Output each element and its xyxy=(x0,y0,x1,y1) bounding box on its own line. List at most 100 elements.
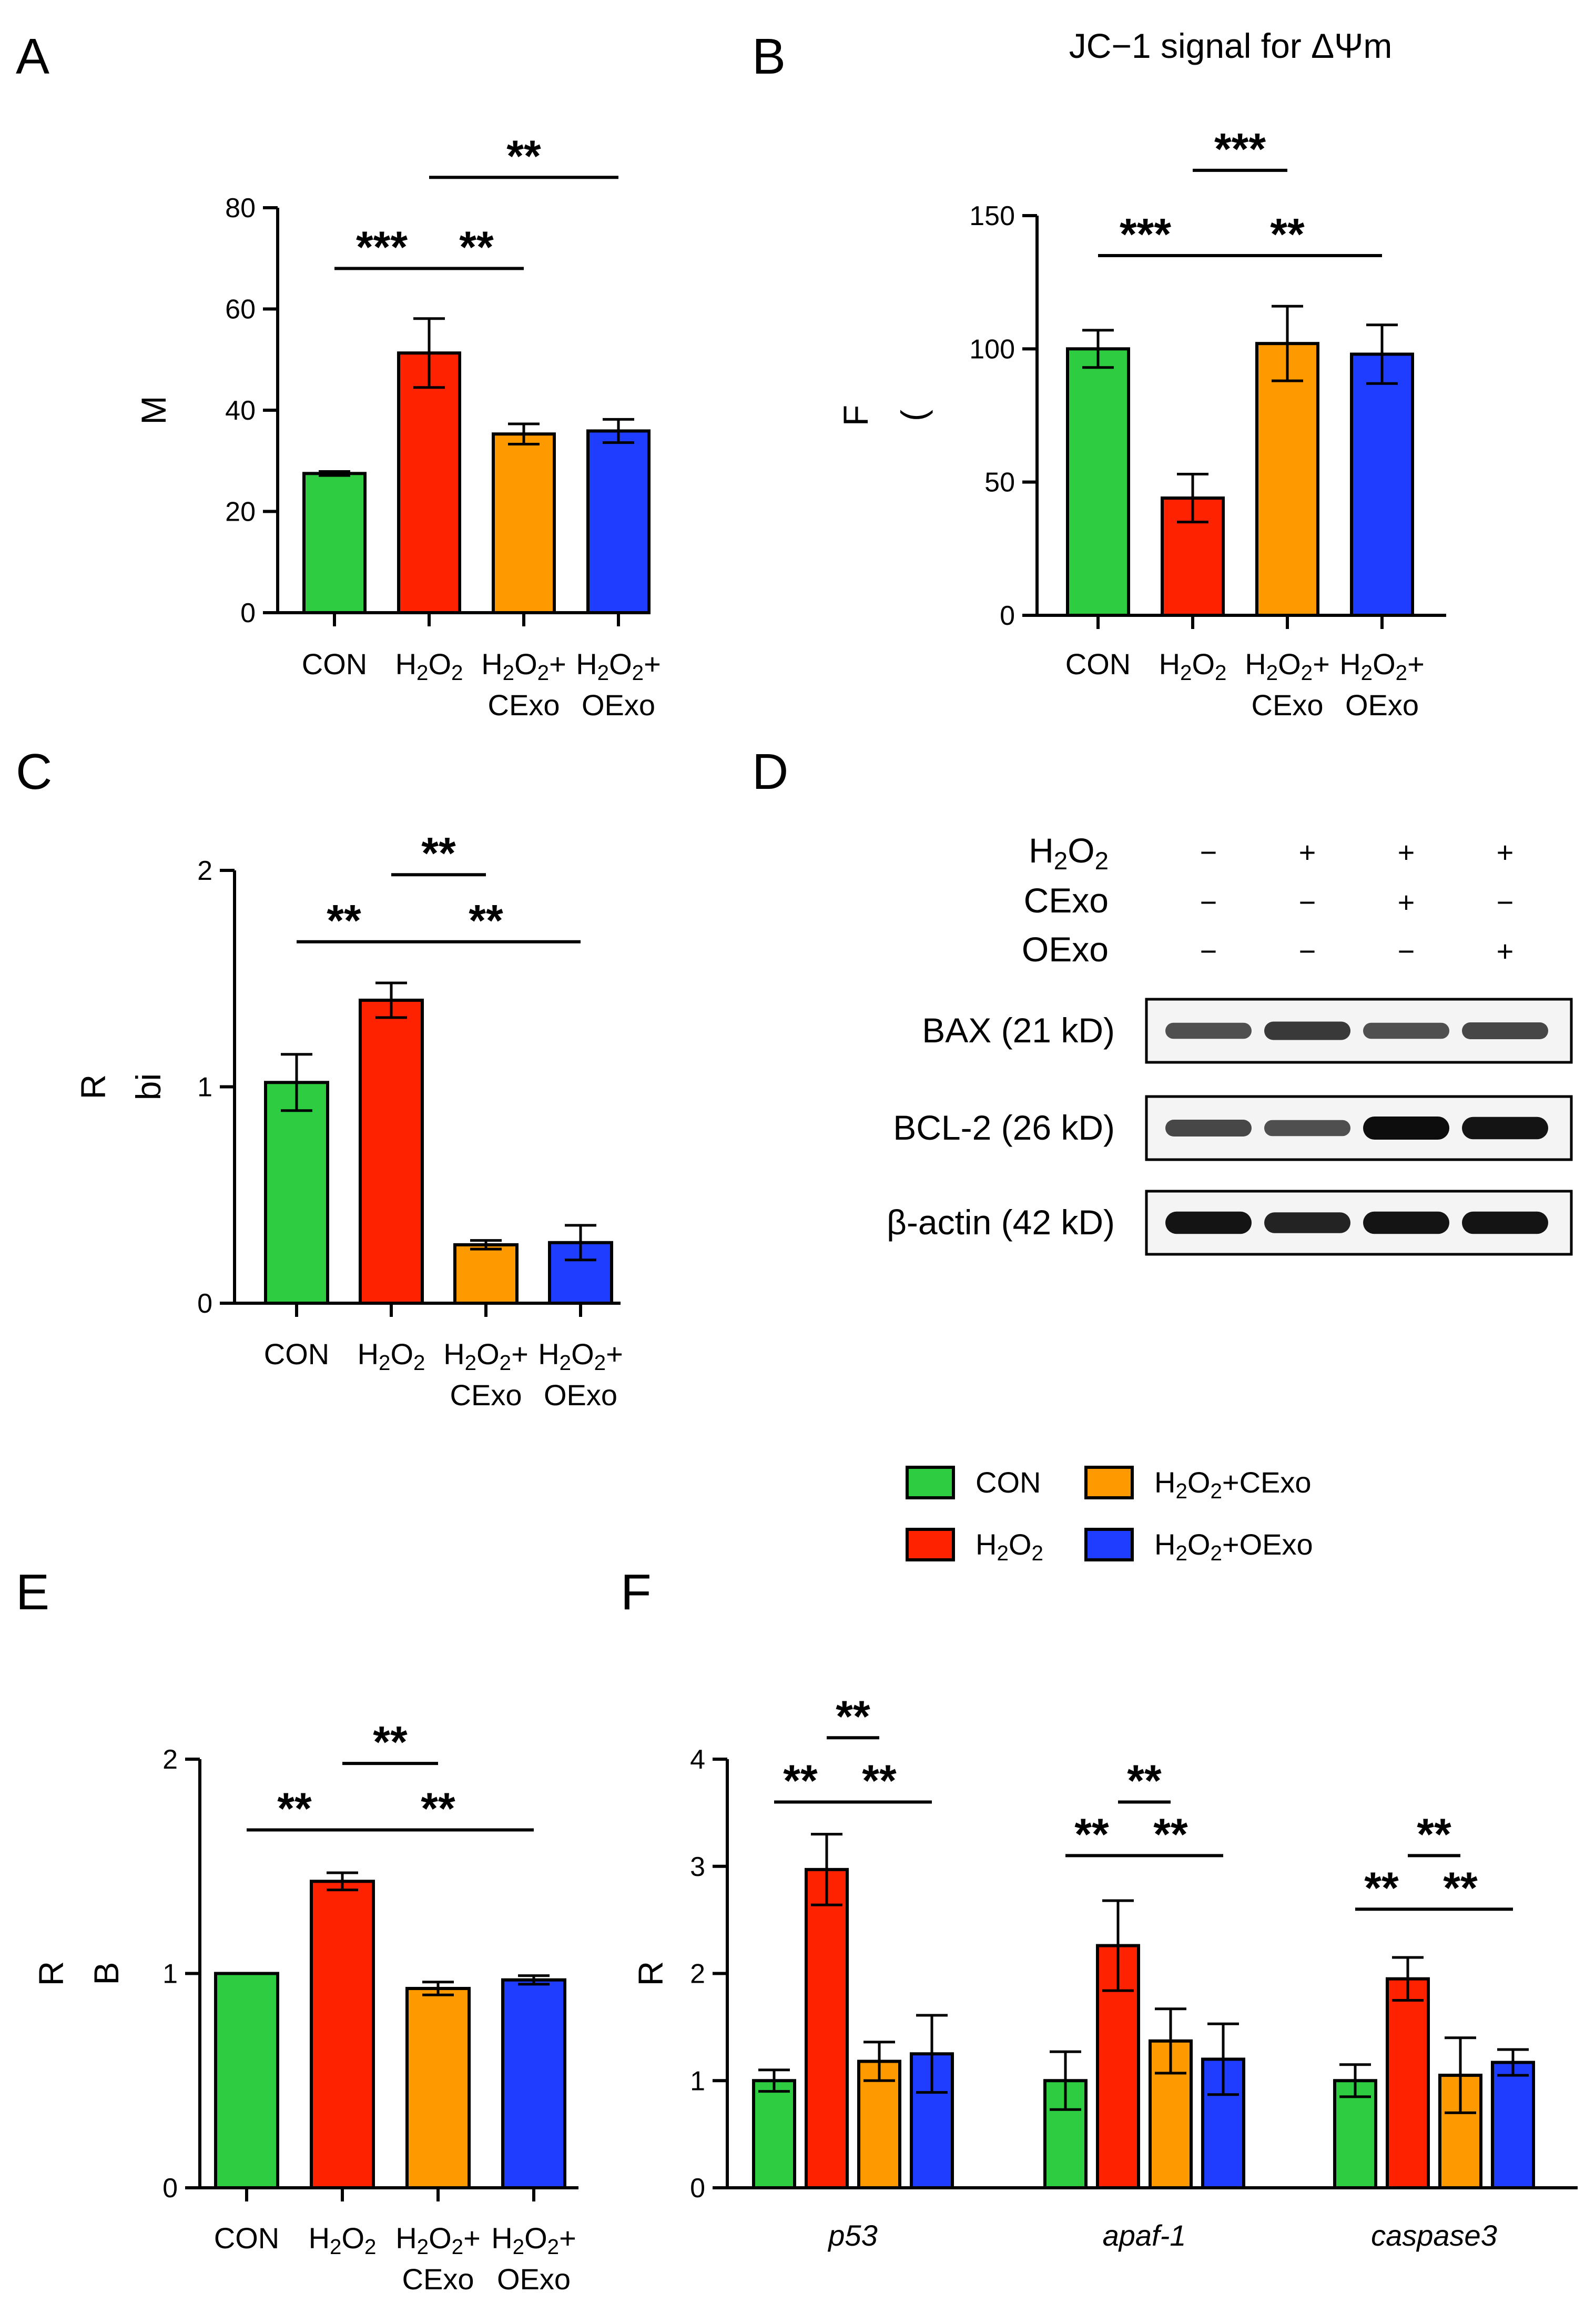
y-tick-label: 4 xyxy=(690,1744,705,1775)
significance-label: ** xyxy=(506,131,541,180)
significance-label: *** xyxy=(1214,124,1266,174)
bar xyxy=(586,429,651,615)
y-axis-label: R xyxy=(32,1961,70,1986)
x-tick-label: CON xyxy=(302,647,367,681)
protein-band xyxy=(1165,1022,1252,1039)
condition-sign: − xyxy=(1200,836,1217,869)
panel-b: B JC−1 signal for ΔΨm 0 50 100 150 F (CON H2O2 H2… xyxy=(752,26,1446,722)
protein-band xyxy=(1264,1212,1350,1233)
significance-label: ** xyxy=(421,828,456,878)
x-group-label: caspase3 xyxy=(1371,2219,1497,2252)
y-tick-label: 40 xyxy=(225,395,256,426)
significance-label: ** xyxy=(1443,1863,1478,1912)
y-tick-label: 2 xyxy=(162,1744,178,1775)
significance-label: ** xyxy=(327,896,361,945)
significance-label: ** xyxy=(277,1783,312,1833)
condition-sign: + xyxy=(1497,935,1514,968)
y-axis-label: bi xyxy=(129,1073,168,1100)
y-tick-label: 20 xyxy=(225,497,256,527)
protein-band xyxy=(1462,1117,1548,1140)
bar xyxy=(1333,2079,1377,2189)
legend-label: H2O2 xyxy=(976,1528,1043,1565)
significance-label: ** xyxy=(1127,1756,1162,1805)
significance-label: *** xyxy=(1120,209,1171,259)
y-tick-label: 150 xyxy=(969,201,1015,231)
bar xyxy=(1255,342,1319,617)
bar xyxy=(310,1880,375,2189)
bar xyxy=(752,2079,796,2189)
x-tick-label: H2O2+ xyxy=(1245,647,1330,685)
x-tick-label: CExo xyxy=(402,2262,474,2296)
significance-label: ** xyxy=(1364,1863,1399,1912)
y-tick-label: 100 xyxy=(969,334,1015,364)
y-tick-label: 2 xyxy=(690,1959,705,1990)
bar xyxy=(910,2052,954,2189)
y-tick-label: 1 xyxy=(197,1072,212,1103)
y-tick-label: 0 xyxy=(162,2173,178,2204)
protein-band xyxy=(1462,1211,1548,1234)
x-tick-label: H2O2+ xyxy=(491,2221,576,2259)
bar xyxy=(1350,352,1414,617)
y-tick-label: 0 xyxy=(240,598,256,628)
panel-letter: D xyxy=(752,744,788,800)
bar xyxy=(214,1972,279,2189)
x-tick-label: CON xyxy=(1065,647,1131,681)
significance-label: ** xyxy=(421,1783,455,1833)
bar xyxy=(405,1987,471,2189)
x-tick-label: CExo xyxy=(488,688,560,722)
x-tick-label: CExo xyxy=(1252,688,1324,722)
significance-label: ** xyxy=(783,1756,818,1805)
x-tick-label: H2O2+ xyxy=(481,647,566,685)
legend-label: CON xyxy=(976,1466,1041,1499)
panel-d: D H2O2 − + + + CExo − − + − OExo − − − + BAX (21 kD) BCL-… xyxy=(752,744,1573,1256)
blot-label: BCL-2 (26 kD) xyxy=(893,1108,1115,1147)
condition-sign: + xyxy=(1398,886,1415,919)
x-tick-label: H2O2+ xyxy=(538,1337,623,1375)
panel-letter: C xyxy=(16,744,52,800)
x-tick-label: H2O2 xyxy=(1159,647,1227,685)
y-tick-label: 0 xyxy=(1000,601,1015,631)
y-tick-label: 50 xyxy=(984,468,1015,498)
condition-sign: − xyxy=(1398,935,1415,968)
legend-swatch xyxy=(1084,1528,1134,1561)
panel-letter: E xyxy=(16,1564,49,1620)
bar xyxy=(453,1243,519,1305)
x-group-label: p53 xyxy=(827,2219,877,2252)
protein-band xyxy=(1264,1120,1350,1136)
condition-label: CExo xyxy=(1024,881,1109,920)
x-tick-label: OExo xyxy=(497,2262,571,2296)
bar xyxy=(1491,2061,1535,2190)
panel-letter: B xyxy=(752,28,786,85)
y-tick-label: 2 xyxy=(197,856,212,886)
y-tick-label: 1 xyxy=(690,2066,705,2096)
bar xyxy=(264,1081,329,1305)
bar xyxy=(492,432,556,614)
x-tick-label: H2O2+ xyxy=(576,647,661,685)
protein-band xyxy=(1363,1211,1449,1234)
legend-swatch xyxy=(906,1466,955,1499)
x-tick-label: CON xyxy=(264,1337,329,1371)
condition-sign: − xyxy=(1200,886,1217,919)
x-tick-label: OExo xyxy=(582,688,655,722)
significance-label: ** xyxy=(1270,209,1305,259)
legend-label: H2O2+CExo xyxy=(1154,1466,1312,1503)
x-tick-label: H2O2 xyxy=(358,1337,425,1375)
significance-label: ** xyxy=(1153,1809,1188,1859)
bar xyxy=(501,1978,566,2190)
protein-band xyxy=(1165,1120,1252,1136)
protein-band xyxy=(1363,1117,1449,1140)
condition-sign: + xyxy=(1398,836,1415,869)
legend-swatch xyxy=(906,1528,955,1561)
x-tick-label: H2O2+ xyxy=(1339,647,1425,685)
bar xyxy=(397,351,461,614)
x-tick-label: OExo xyxy=(1345,688,1419,722)
legend: CON H2O2+CExo H2O2 H2O2+OExo xyxy=(906,1466,1313,1565)
condition-label: H2O2 xyxy=(1029,831,1109,875)
y-axis-label: R xyxy=(631,1961,670,1986)
y-tick-label: 0 xyxy=(690,2173,705,2204)
y-tick-label: 3 xyxy=(690,1852,705,1882)
chart-title: JC−1 signal for ΔΨm xyxy=(1069,26,1393,65)
